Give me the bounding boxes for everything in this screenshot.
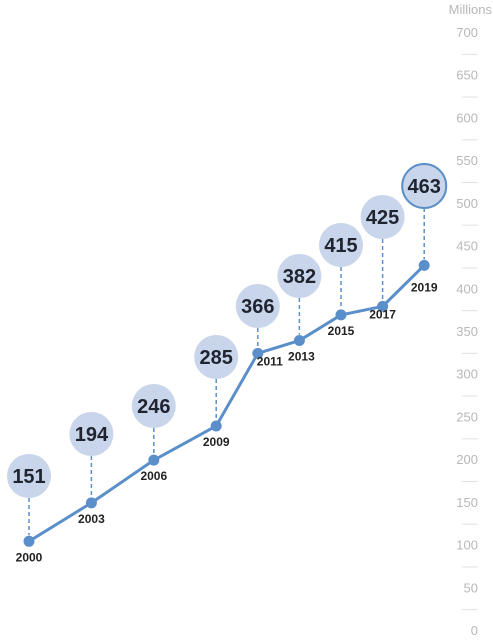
value-bubble bbox=[7, 454, 51, 498]
value-bubble bbox=[360, 195, 405, 239]
data-label: 382 bbox=[283, 266, 316, 288]
data-label: 194 bbox=[75, 424, 109, 446]
data-label: 285 bbox=[200, 347, 233, 369]
y-tick-label: 500 bbox=[456, 196, 478, 211]
y-tick-label: 650 bbox=[456, 68, 478, 83]
y-tick-label: 100 bbox=[456, 538, 478, 553]
value-bubble bbox=[69, 412, 114, 456]
x-tick-label: 2013 bbox=[288, 350, 315, 364]
value-bubble bbox=[401, 163, 448, 209]
data-label: 246 bbox=[137, 396, 170, 418]
y-tick-label: 550 bbox=[456, 153, 478, 168]
y-tick-label: 250 bbox=[456, 409, 478, 424]
data-label: 463 bbox=[408, 176, 441, 198]
y-tick-label: 400 bbox=[456, 281, 478, 296]
x-tick-label: 2003 bbox=[78, 512, 105, 526]
data-point bbox=[148, 454, 160, 466]
x-tick-label: 2009 bbox=[203, 435, 230, 449]
x-tick-label: 2017 bbox=[369, 307, 396, 321]
data-point bbox=[377, 300, 389, 312]
y-tick-label: 700 bbox=[456, 25, 478, 40]
series-marks: 2000 2003 2006 2009 2011 2013 2015 2017 2019 151 1… bbox=[7, 163, 448, 564]
value-bubble bbox=[277, 254, 322, 298]
value-bubble bbox=[194, 335, 239, 379]
data-label: 366 bbox=[241, 296, 274, 318]
data-point bbox=[293, 335, 305, 347]
value-bubble bbox=[235, 284, 280, 328]
y-tick-label: 0 bbox=[471, 623, 478, 638]
y-tick-label: 350 bbox=[456, 324, 478, 339]
y-tick-label: 50 bbox=[464, 580, 478, 595]
data-point bbox=[418, 259, 430, 271]
x-tick-label: 2011 bbox=[257, 354, 283, 368]
data-point bbox=[23, 535, 35, 547]
x-tick-label: 2000 bbox=[16, 550, 43, 564]
data-label: 425 bbox=[366, 207, 399, 229]
y-tick-label: 300 bbox=[456, 367, 478, 382]
data-point bbox=[210, 420, 222, 432]
x-tick-label: 2015 bbox=[328, 324, 355, 338]
value-bubble bbox=[319, 223, 363, 267]
data-label: 151 bbox=[12, 466, 45, 488]
x-tick-label: 2019 bbox=[411, 280, 438, 294]
data-point bbox=[335, 309, 347, 321]
y-axis: 0 50 100 150 200 250 300 350 400 450 500 550 600 650 7… bbox=[456, 25, 478, 638]
x-tick-label: 2006 bbox=[140, 469, 167, 483]
y-tick-label: 200 bbox=[456, 452, 478, 467]
data-point bbox=[252, 347, 264, 359]
data-point bbox=[85, 497, 97, 509]
y-tick-label: 150 bbox=[456, 495, 478, 510]
data-label: 415 bbox=[324, 235, 357, 257]
y-axis-unit-label: Millions bbox=[449, 2, 493, 17]
y-tick-label: 600 bbox=[456, 110, 478, 125]
value-bubble bbox=[131, 384, 176, 428]
y-tick-label: 450 bbox=[456, 239, 478, 254]
